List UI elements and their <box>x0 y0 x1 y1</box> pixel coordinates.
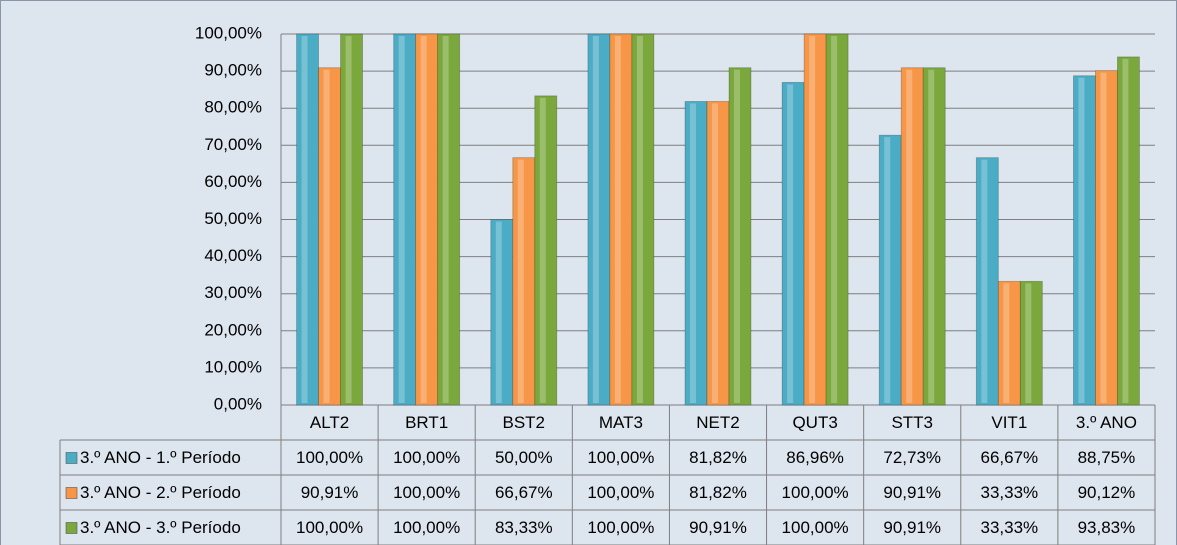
x-tick-label: ALT2 <box>310 413 349 432</box>
bar-highlight <box>928 69 935 403</box>
y-tick-label: 70,00% <box>204 135 262 154</box>
bar-highlight <box>592 36 599 403</box>
legend-swatch <box>65 522 78 534</box>
bar-highlight <box>690 103 696 403</box>
bar <box>922 67 946 406</box>
table-value: 90,12% <box>1078 483 1136 502</box>
table-value: 100,00% <box>393 518 460 537</box>
x-tick-label: STT3 <box>891 413 933 432</box>
table-value: 90,91% <box>883 518 941 537</box>
bar-highlight <box>787 84 794 403</box>
x-tick-label: 3.º ANO <box>1076 413 1137 432</box>
bar <box>631 33 655 406</box>
bar <box>340 33 363 406</box>
y-tick-label: 100,00% <box>195 23 262 42</box>
table-value: 33,33% <box>980 483 1038 502</box>
bar <box>437 33 461 406</box>
bar-highlight <box>906 69 913 403</box>
table-value: 81,82% <box>689 448 747 467</box>
bar-highlight <box>1078 77 1085 404</box>
table-value: 100,00% <box>587 448 654 467</box>
bar-highlight <box>398 36 405 403</box>
bar-highlight <box>884 137 891 404</box>
bar-highlight <box>1003 283 1010 403</box>
table-value: 90,91% <box>689 518 747 537</box>
x-tick-label: BRT1 <box>405 413 448 432</box>
y-tick-label: 90,00% <box>204 61 262 80</box>
table-value: 100,00% <box>393 483 460 502</box>
bar <box>728 67 752 406</box>
bar <box>1117 56 1140 406</box>
legend-label: 3.º ANO - 1.º Período <box>80 448 241 467</box>
bar-highlight <box>539 97 546 403</box>
table-value: 90,91% <box>883 483 941 502</box>
legend-swatch <box>65 452 78 464</box>
table-value: 81,82% <box>689 483 747 502</box>
bar <box>975 157 999 406</box>
bar-highlight <box>323 69 330 403</box>
table-value: 50,00% <box>495 448 553 467</box>
y-tick-label: 60,00% <box>204 172 262 191</box>
table-value: 100,00% <box>296 448 363 467</box>
bar-highlight <box>614 36 621 403</box>
bar-highlight <box>442 36 449 403</box>
bar-highlight <box>495 221 502 403</box>
y-tick-label: 50,00% <box>204 209 262 228</box>
table-value: 33,33% <box>980 518 1038 537</box>
bar-highlight <box>345 36 352 403</box>
table-value: 100,00% <box>587 518 654 537</box>
bar-highlight <box>831 36 838 403</box>
bar-highlight <box>1100 72 1107 404</box>
bar-highlight <box>809 36 816 403</box>
y-tick-label: 80,00% <box>204 98 262 117</box>
y-tick-label: 20,00% <box>204 320 262 339</box>
bar-highlight <box>1122 58 1129 404</box>
bar-highlight <box>420 36 427 403</box>
x-tick-label: NET2 <box>696 413 739 432</box>
y-tick-label: 0,00% <box>214 394 262 413</box>
table-value: 86,96% <box>786 448 844 467</box>
table-value: 90,91% <box>301 483 359 502</box>
table-value: 66,67% <box>495 483 553 502</box>
bar <box>1019 280 1043 406</box>
bar-highlight <box>1025 283 1032 403</box>
table-value: 100,00% <box>296 518 363 537</box>
x-tick-label: BST2 <box>503 413 546 432</box>
legend-label: 3.º ANO - 2.º Período <box>80 483 241 502</box>
legend-swatch <box>65 487 78 499</box>
table-value: 93,83% <box>1078 518 1136 537</box>
y-tick-label: 10,00% <box>204 357 262 376</box>
bar-highlight <box>636 36 643 403</box>
table-value: 72,73% <box>883 448 941 467</box>
bar <box>534 95 558 406</box>
table-value: 100,00% <box>782 518 849 537</box>
bar-highlight <box>517 159 524 403</box>
legend-label: 3.º ANO - 3.º Período <box>80 518 241 537</box>
table-value: 88,75% <box>1078 448 1136 467</box>
table-value: 83,33% <box>495 518 553 537</box>
y-tick-label: 40,00% <box>204 246 262 265</box>
table-value: 100,00% <box>587 483 654 502</box>
table-value: 100,00% <box>782 483 849 502</box>
x-tick-label: MAT3 <box>599 413 643 432</box>
bar-highlight <box>734 69 740 403</box>
table-value: 66,67% <box>980 448 1038 467</box>
bar-highlight <box>301 36 308 403</box>
x-tick-label: VIT1 <box>991 413 1027 432</box>
bar-highlight <box>712 103 718 403</box>
bar <box>825 33 849 406</box>
table-value: 100,00% <box>393 448 460 467</box>
y-tick-label: 30,00% <box>204 283 262 302</box>
bar-highlight <box>981 159 988 403</box>
x-tick-label: QUT3 <box>792 413 837 432</box>
